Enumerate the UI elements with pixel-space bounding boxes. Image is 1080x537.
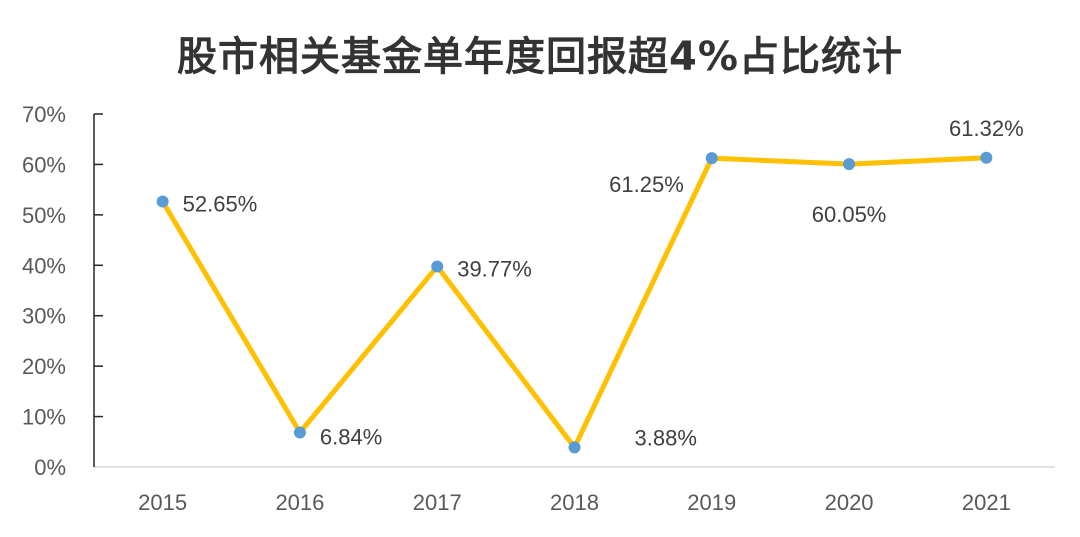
data-label: 61.25% bbox=[609, 172, 684, 197]
data-label: 3.88% bbox=[635, 425, 697, 450]
x-tick-label: 2019 bbox=[687, 490, 736, 515]
x-tick-label: 2018 bbox=[550, 490, 599, 515]
y-tick-label: 50% bbox=[22, 203, 66, 228]
y-tick-label: 10% bbox=[22, 405, 66, 430]
y-tick-label: 0% bbox=[34, 455, 66, 480]
chart-title: 股市相关基金单年度回报超4%占比统计 bbox=[177, 34, 903, 80]
y-tick-label: 20% bbox=[22, 354, 66, 379]
data-label: 6.84% bbox=[320, 425, 382, 450]
data-point-marker bbox=[705, 152, 718, 165]
y-tick-label: 70% bbox=[22, 102, 66, 127]
x-tick-label: 2015 bbox=[138, 490, 187, 515]
x-tick-label: 2020 bbox=[825, 490, 874, 515]
y-tick-label: 60% bbox=[22, 152, 66, 177]
x-tick-label: 2017 bbox=[413, 490, 462, 515]
y-tick-label: 40% bbox=[22, 253, 66, 278]
data-point-marker bbox=[431, 260, 444, 273]
data-label: 39.77% bbox=[457, 256, 532, 281]
data-label: 52.65% bbox=[183, 191, 258, 216]
data-point-marker bbox=[568, 441, 581, 454]
data-point-marker bbox=[843, 158, 856, 171]
data-point-marker bbox=[980, 151, 993, 164]
data-point-marker bbox=[293, 426, 306, 439]
data-label: 60.05% bbox=[812, 202, 887, 227]
x-tick-label: 2021 bbox=[962, 490, 1011, 515]
y-tick-label: 30% bbox=[22, 304, 66, 329]
data-point-marker bbox=[156, 195, 169, 208]
x-tick-label: 2016 bbox=[275, 490, 324, 515]
data-label: 61.32% bbox=[949, 116, 1024, 141]
